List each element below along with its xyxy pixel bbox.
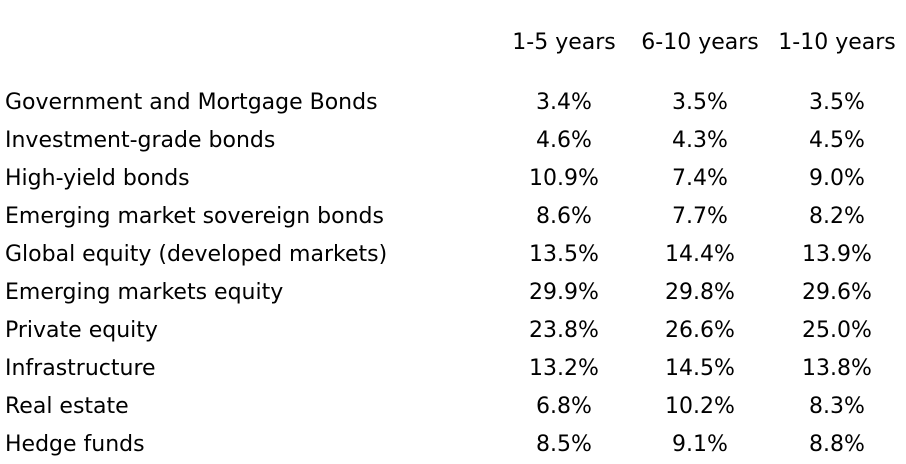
table-row: Emerging market sovereign bonds 8.6% 7.7… — [0, 198, 906, 236]
spacer-row — [0, 62, 906, 84]
table-row: Investment-grade bonds 4.6% 4.3% 4.5% — [0, 122, 906, 160]
row-label: Infrastructure — [5, 356, 156, 381]
value-1-5-years: 6.8% — [536, 394, 592, 419]
value-1-10-years: 29.6% — [802, 280, 872, 305]
header-6-10-years: 6-10 years — [641, 30, 759, 55]
row-label: Government and Mortgage Bonds — [5, 90, 378, 115]
value-6-10-years: 29.8% — [665, 280, 735, 305]
value-1-5-years: 4.6% — [536, 128, 592, 153]
table-row: Emerging markets equity 29.9% 29.8% 29.6… — [0, 274, 906, 312]
table-row: High-yield bonds 10.9% 7.4% 9.0% — [0, 160, 906, 198]
value-1-10-years: 13.9% — [802, 242, 872, 267]
value-1-5-years: 13.5% — [529, 242, 599, 267]
header-1-5-years: 1-5 years — [512, 30, 616, 55]
row-label: Hedge funds — [5, 432, 145, 457]
value-6-10-years: 7.7% — [672, 204, 728, 229]
row-label: Investment-grade bonds — [5, 128, 276, 153]
value-1-10-years: 9.0% — [809, 166, 865, 191]
table-row: Government and Mortgage Bonds 3.4% 3.5% … — [0, 84, 906, 122]
table-row: Real estate 6.8% 10.2% 8.3% — [0, 388, 906, 426]
value-6-10-years: 26.6% — [665, 318, 735, 343]
value-1-10-years: 4.5% — [809, 128, 865, 153]
header-row: 1-5 years 6-10 years 1-10 years — [0, 24, 906, 62]
value-6-10-years: 7.4% — [672, 166, 728, 191]
header-1-10-years: 1-10 years — [778, 30, 896, 55]
table-row: Hedge funds 8.5% 9.1% 8.8% — [0, 426, 906, 464]
value-6-10-years: 9.1% — [672, 432, 728, 457]
value-6-10-years: 10.2% — [665, 394, 735, 419]
table-row: Global equity (developed markets) 13.5% … — [0, 236, 906, 274]
value-6-10-years: 3.5% — [672, 90, 728, 115]
returns-table: 1-5 years 6-10 years 1-10 years Governme… — [0, 24, 906, 464]
row-label: High-yield bonds — [5, 166, 190, 191]
row-label: Real estate — [5, 394, 129, 419]
value-6-10-years: 4.3% — [672, 128, 728, 153]
header-label-column — [0, 24, 496, 62]
value-1-10-years: 25.0% — [802, 318, 872, 343]
row-label: Global equity (developed markets) — [5, 242, 388, 267]
value-1-5-years: 3.4% — [536, 90, 592, 115]
value-1-5-years: 23.8% — [529, 318, 599, 343]
row-label: Emerging markets equity — [5, 280, 284, 305]
value-1-5-years: 8.6% — [536, 204, 592, 229]
row-label: Private equity — [5, 318, 158, 343]
value-1-10-years: 8.8% — [809, 432, 865, 457]
table-row: Infrastructure 13.2% 14.5% 13.8% — [0, 350, 906, 388]
value-6-10-years: 14.5% — [665, 356, 735, 381]
value-1-10-years: 8.3% — [809, 394, 865, 419]
value-1-5-years: 10.9% — [529, 166, 599, 191]
value-1-5-years: 29.9% — [529, 280, 599, 305]
value-1-10-years: 13.8% — [802, 356, 872, 381]
value-1-10-years: 3.5% — [809, 90, 865, 115]
value-1-10-years: 8.2% — [809, 204, 865, 229]
value-1-5-years: 8.5% — [536, 432, 592, 457]
value-6-10-years: 14.4% — [665, 242, 735, 267]
row-label: Emerging market sovereign bonds — [5, 204, 384, 229]
value-1-5-years: 13.2% — [529, 356, 599, 381]
table-row: Private equity 23.8% 26.6% 25.0% — [0, 312, 906, 350]
